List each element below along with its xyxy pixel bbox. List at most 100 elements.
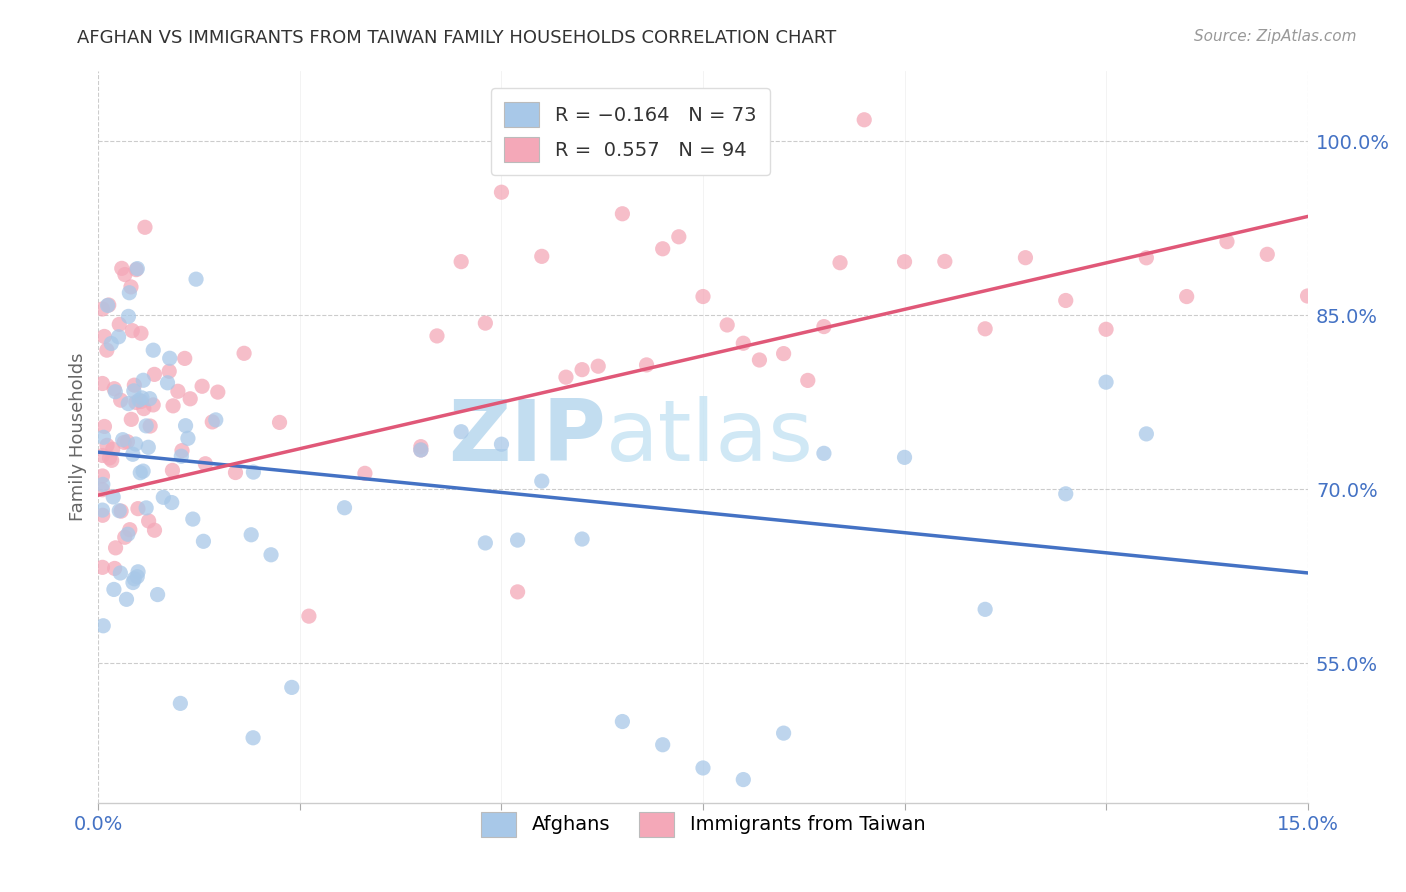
Point <box>813 446 835 460</box>
Point <box>1216 235 1239 249</box>
Point <box>143 368 166 382</box>
Point <box>571 532 593 546</box>
Point <box>474 536 496 550</box>
Point <box>450 254 472 268</box>
Point <box>121 447 143 461</box>
Point <box>491 185 513 199</box>
Point <box>91 301 114 316</box>
Point <box>426 329 449 343</box>
Point <box>474 316 496 330</box>
Point <box>96 343 118 358</box>
Point <box>132 401 155 416</box>
Point <box>194 457 217 471</box>
Point <box>93 419 115 434</box>
Point <box>281 681 304 695</box>
Point <box>169 697 191 711</box>
Point <box>114 530 136 544</box>
Y-axis label: Family Households: Family Households <box>69 353 87 521</box>
Point <box>893 450 915 465</box>
Point <box>132 464 155 478</box>
Point <box>409 440 432 454</box>
Point <box>91 469 114 483</box>
Point <box>104 384 127 399</box>
Point <box>1054 487 1077 501</box>
Point <box>242 731 264 745</box>
Point <box>772 346 794 360</box>
Point <box>233 346 256 360</box>
Point <box>409 442 432 457</box>
Point <box>716 318 738 332</box>
Point <box>118 285 141 300</box>
Point <box>110 566 132 580</box>
Point <box>157 364 180 378</box>
Point <box>111 433 134 447</box>
Point <box>354 467 377 481</box>
Point <box>101 442 124 457</box>
Point <box>934 254 956 268</box>
Point <box>135 418 157 433</box>
Point <box>131 391 153 405</box>
Point <box>974 602 997 616</box>
Point <box>91 376 114 391</box>
Point <box>181 512 204 526</box>
Point <box>127 501 149 516</box>
Point <box>1135 251 1157 265</box>
Point <box>242 465 264 479</box>
Point <box>692 761 714 775</box>
Point <box>893 254 915 268</box>
Point <box>1054 293 1077 308</box>
Point <box>733 772 755 787</box>
Text: atlas: atlas <box>606 395 814 479</box>
Point <box>204 413 226 427</box>
Point <box>107 330 129 344</box>
Point <box>224 466 246 480</box>
Point <box>1135 426 1157 441</box>
Point <box>110 393 132 408</box>
Point <box>612 207 634 221</box>
Point <box>207 385 229 400</box>
Point <box>1095 375 1118 389</box>
Point <box>142 398 165 412</box>
Point <box>129 394 152 409</box>
Point <box>174 418 197 433</box>
Point <box>179 392 201 406</box>
Point <box>201 415 224 429</box>
Point <box>142 343 165 358</box>
Point <box>117 396 139 410</box>
Point <box>651 738 673 752</box>
Point <box>93 329 115 343</box>
Point <box>93 430 115 444</box>
Point <box>491 437 513 451</box>
Point <box>636 358 658 372</box>
Point <box>586 359 609 374</box>
Point <box>91 560 114 574</box>
Point <box>97 298 120 312</box>
Point <box>103 582 125 597</box>
Point <box>333 500 356 515</box>
Point <box>98 450 121 465</box>
Point <box>612 714 634 729</box>
Point <box>138 514 160 528</box>
Point <box>162 399 184 413</box>
Point <box>117 434 139 449</box>
Point <box>974 322 997 336</box>
Point <box>120 280 142 294</box>
Legend: Afghans, Immigrants from Taiwan: Afghans, Immigrants from Taiwan <box>472 804 934 845</box>
Point <box>91 508 114 523</box>
Point <box>748 353 770 368</box>
Point <box>828 256 851 270</box>
Point <box>853 112 876 127</box>
Point <box>1095 322 1118 336</box>
Point <box>114 268 136 282</box>
Point <box>115 592 138 607</box>
Point <box>173 351 195 366</box>
Point <box>128 393 150 408</box>
Point <box>111 261 134 276</box>
Point <box>91 449 114 463</box>
Point <box>571 362 593 376</box>
Point <box>1175 289 1198 303</box>
Point <box>125 395 148 409</box>
Text: AFGHAN VS IMMIGRANTS FROM TAIWAN FAMILY HOUSEHOLDS CORRELATION CHART: AFGHAN VS IMMIGRANTS FROM TAIWAN FAMILY … <box>77 29 837 47</box>
Point <box>127 569 149 583</box>
Point <box>506 585 529 599</box>
